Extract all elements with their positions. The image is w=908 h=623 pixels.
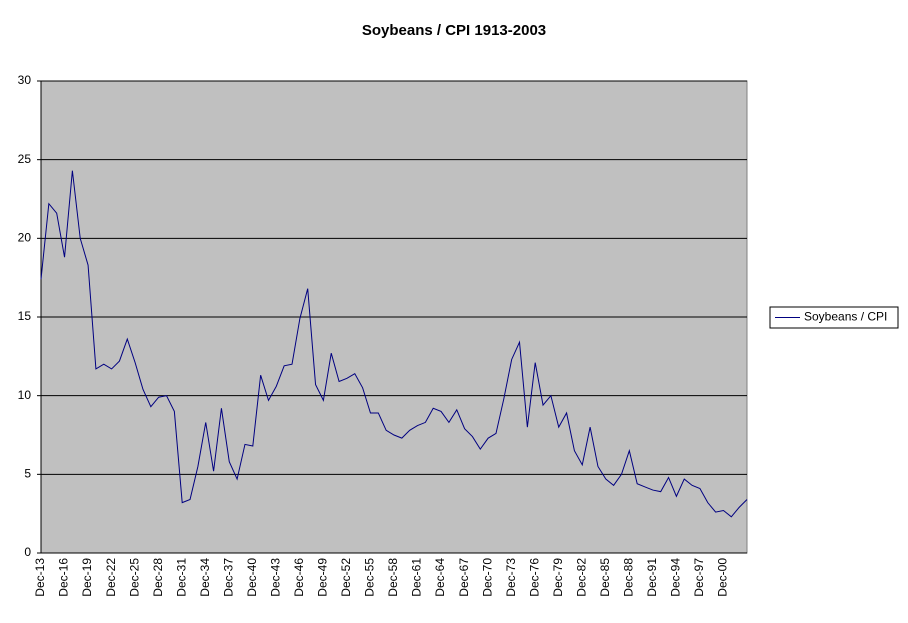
x-tick-label: Dec-64 [433, 558, 447, 597]
x-tick-label: Dec-97 [692, 558, 706, 597]
x-tick-label: Dec-58 [386, 558, 400, 597]
x-tick-label: Dec-28 [151, 558, 165, 597]
x-tick-label: Dec-16 [57, 558, 71, 597]
x-tick-label: Dec-46 [292, 558, 306, 597]
x-tick-label: Dec-73 [504, 558, 518, 597]
x-tick-label: Dec-40 [245, 558, 259, 597]
x-tick-label: Dec-79 [551, 558, 565, 597]
x-tick-label: Dec-49 [316, 558, 330, 597]
x-tick-label: Dec-25 [127, 558, 141, 597]
y-tick-label: 25 [18, 152, 32, 166]
x-tick-label: Dec-37 [221, 558, 235, 597]
x-tick-label: Dec-43 [269, 558, 283, 597]
x-tick-label: Dec-94 [669, 558, 683, 597]
x-tick-label: Dec-91 [645, 558, 659, 597]
x-tick-label: Dec-31 [174, 558, 188, 597]
y-tick-label: 15 [18, 309, 32, 323]
y-tick-label: 20 [18, 231, 32, 245]
x-tick-label: Dec-00 [716, 558, 730, 597]
x-tick-label: Dec-82 [574, 558, 588, 597]
legend-label: Soybeans / CPI [804, 310, 887, 324]
x-tick-label: Dec-88 [622, 558, 636, 597]
x-tick-label: Dec-52 [339, 558, 353, 597]
y-tick-label: 10 [18, 388, 32, 402]
legend-box [769, 306, 899, 329]
x-tick-label: Dec-34 [198, 558, 212, 597]
x-tick-label: Dec-19 [80, 558, 94, 597]
x-tick-label: Dec-61 [410, 558, 424, 597]
x-tick-label: Dec-67 [457, 558, 471, 597]
x-tick-label: Dec-55 [363, 558, 377, 597]
x-tick-label: Dec-70 [480, 558, 494, 597]
data-line [40, 170, 748, 518]
x-tick-label: Dec-76 [527, 558, 541, 597]
x-tick-label: Dec-22 [104, 558, 118, 597]
y-tick-label: 30 [18, 73, 32, 87]
chart-title: Soybeans / CPI 1913-2003 [362, 22, 546, 39]
y-tick-label: 5 [24, 467, 31, 481]
x-tick-label: Dec-85 [598, 558, 612, 597]
x-tick-label: Dec-13 [33, 558, 47, 597]
y-tick-label: 0 [24, 545, 31, 559]
